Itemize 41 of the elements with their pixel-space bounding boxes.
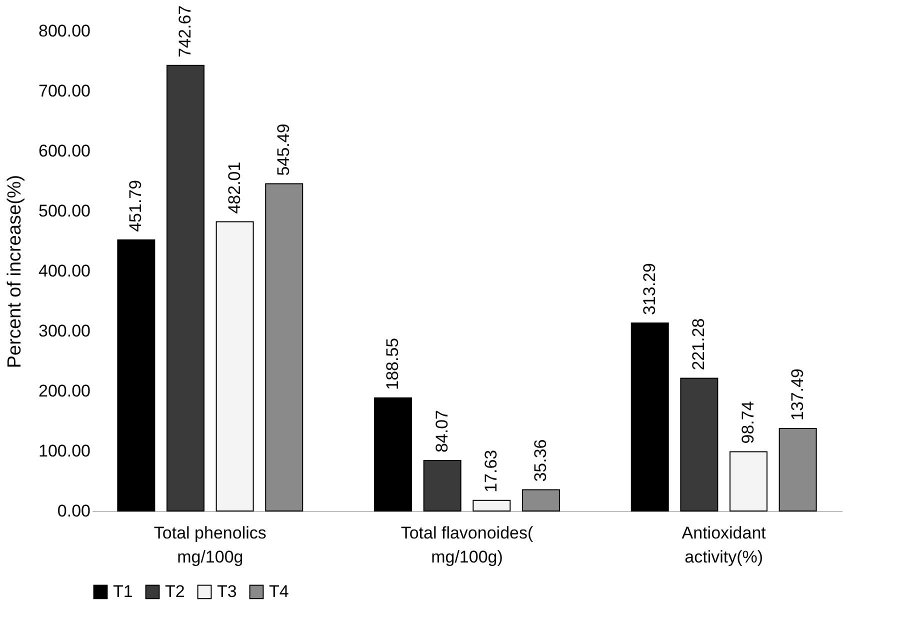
bar	[472, 500, 511, 512]
x-tick-label: Total phenolics mg/100g	[154, 524, 266, 566]
y-tick-label: 400.00	[38, 262, 90, 280]
bar	[216, 221, 254, 512]
data-label: 188.55	[383, 338, 402, 390]
data-label: 221.28	[689, 318, 708, 370]
y-tick-label: 200.00	[38, 382, 90, 400]
bar	[166, 64, 204, 512]
data-label: 35.36	[530, 439, 550, 482]
legend-label: T2	[165, 582, 185, 601]
y-tick-label: 600.00	[38, 142, 90, 160]
x-tick-label: Total flavonoides( mg/100g)	[400, 524, 534, 566]
data-label: 84.07	[432, 410, 452, 453]
data-label: 742.67	[175, 5, 194, 58]
bar	[423, 460, 462, 512]
bar	[117, 239, 156, 512]
data-label: 98.74	[738, 401, 758, 444]
legend-label: T1	[113, 582, 133, 601]
bar	[374, 397, 412, 512]
bar	[630, 322, 669, 512]
bar	[265, 183, 304, 512]
bar	[680, 378, 718, 512]
bar	[778, 428, 817, 512]
data-label: 545.49	[274, 124, 294, 176]
legend-label: T3	[217, 582, 237, 601]
data-label: 137.49	[788, 368, 807, 421]
y-tick-label: 800.00	[38, 22, 90, 40]
y-axis-title: Percent of increase(%)	[4, 174, 26, 368]
data-label: 451.79	[126, 180, 146, 232]
data-label: 482.01	[224, 162, 244, 214]
data-label: 313.29	[640, 263, 659, 316]
y-tick-label: 700.00	[38, 82, 90, 100]
bar	[730, 451, 768, 512]
y-tick-label: 0.00	[57, 502, 90, 520]
bar	[522, 489, 560, 512]
y-tick-label: 100.00	[38, 442, 90, 460]
x-tick-label: Antioxidant activity(%)	[682, 524, 766, 566]
data-label: 17.63	[482, 450, 501, 492]
y-tick-label: 500.00	[38, 202, 90, 220]
legend-label: T4	[269, 582, 289, 601]
y-tick-label: 300.00	[38, 322, 90, 340]
